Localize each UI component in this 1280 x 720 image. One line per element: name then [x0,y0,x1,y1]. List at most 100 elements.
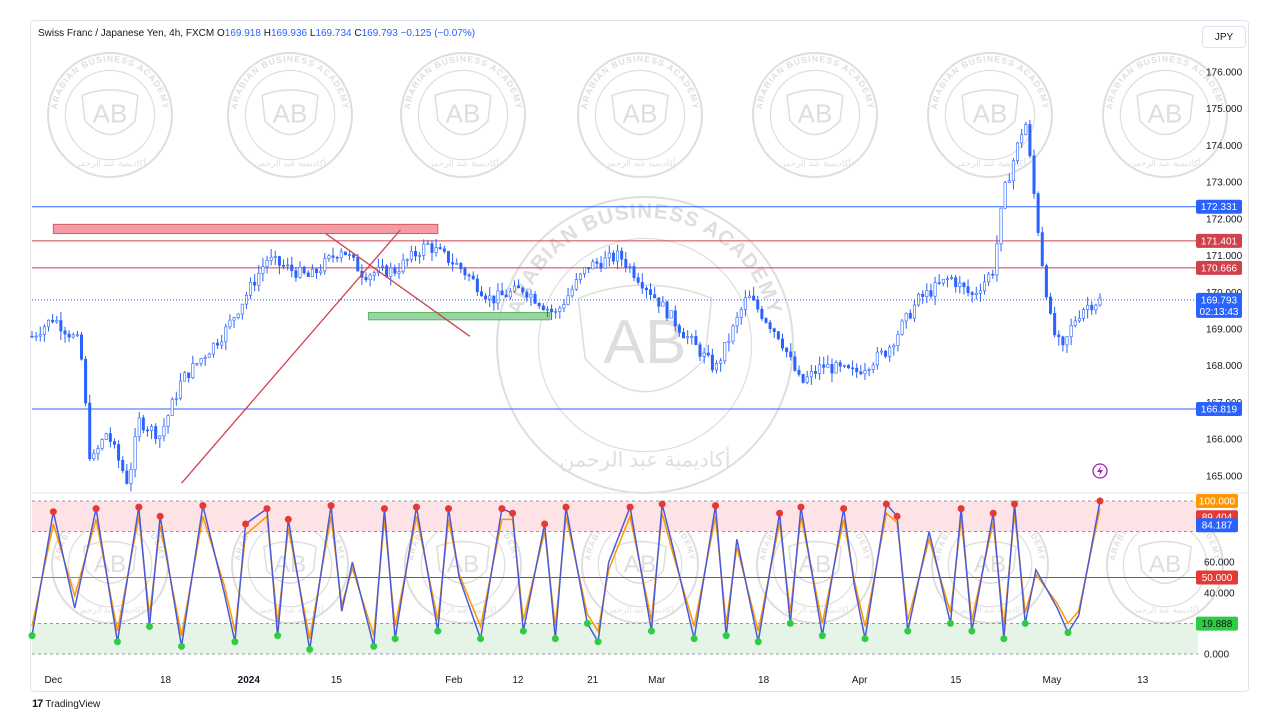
candle-body [104,433,108,440]
candle-body [302,266,306,274]
overbought-marker [562,503,570,511]
overbought-marker [541,520,549,528]
candle-body [789,351,793,358]
candle-body [203,357,207,359]
brand-name: TradingView [45,698,101,710]
trendline[interactable] [325,233,471,337]
candle-body [306,272,310,277]
footer-brand[interactable]: 17 TradingView [32,698,100,710]
lightning-icon[interactable] [1092,463,1108,479]
seal-arabic-text: أكاديمية عبد الرحمن [954,156,1026,169]
oversold-marker [722,632,730,640]
oversold-marker [551,635,559,643]
candle-body [867,369,871,371]
seal-outer-ring [1102,52,1228,178]
support-zone[interactable] [367,311,551,321]
seal-arabic-text: أكاديمية عبد الرحمن [256,604,323,615]
candle-body [616,250,620,262]
seal-arabic-text: أكاديمية عبد الرحمن [1129,156,1201,169]
seal-arabic-text: أكاديمية عبد الرحمن [429,604,496,615]
oversold-marker [754,638,762,646]
shield-icon [963,540,1017,585]
currency-button[interactable]: JPY [1202,26,1246,48]
candle-body [479,291,483,297]
candle-body [603,257,607,269]
candle-body [352,254,356,258]
stoch-level-label: 100.000 [1199,497,1236,508]
candle-body [715,362,719,371]
price-tick-label: 166.000 [1206,435,1243,446]
candle-body [822,364,826,368]
high-value: 169.936 [270,28,308,39]
level-price-tag [1196,233,1242,248]
candle-body [921,293,925,297]
time-tick-label: 12 [512,675,524,686]
shield-icon [263,540,317,585]
seal-arabic-text: أكاديمية عبد الرحمن [604,156,676,169]
candle-body [129,469,133,484]
close-label: C [354,28,362,39]
candle-body [735,316,739,327]
candle-body [389,267,393,277]
candle-body [900,320,904,335]
overbought-marker [327,502,335,510]
oversold-marker [690,635,698,643]
candle-body [529,294,533,298]
shield-icon [613,540,667,585]
candle-body [632,266,636,278]
overbought-marker [957,505,965,513]
candle-body [253,281,257,286]
candle-body [776,331,780,340]
seal-initials: AB [447,551,480,578]
stoch-level-tag [1196,518,1238,533]
main-price-pane[interactable] [30,119,1198,492]
candle-body [653,294,657,298]
candle-body [673,310,677,327]
level-price-tag [1196,199,1242,214]
countdown-label: 02:13:43 [1200,307,1239,318]
candle-body [488,295,492,300]
price-tick-label: 174.000 [1206,141,1243,152]
candle-body [220,341,224,346]
low-value: 169.734 [315,28,352,39]
trendline[interactable] [181,229,401,484]
candle-body [236,313,240,318]
candle-body [780,338,784,349]
seal-inner-ring [537,237,753,453]
stochastic-pane[interactable] [28,497,1199,655]
seal-arabic-text: أكاديمية عبد الرحمن [956,604,1023,615]
candle-body [512,285,516,292]
candle-body [100,439,104,449]
candle-body [719,360,723,364]
resistance-zone[interactable] [52,223,439,235]
seal-outer-ring [227,52,353,178]
candle-body [34,335,38,338]
time-tick-label: 2024 [238,675,261,686]
candle-body [1032,155,1036,194]
candle-body [508,291,512,298]
level-price-tag [1196,402,1242,417]
candle-body [327,255,331,259]
candle-body [475,278,479,293]
candles[interactable] [30,119,1102,492]
candle-body [405,259,409,261]
oversold-marker [786,619,794,627]
candle-body [422,243,426,256]
candle-body [500,290,504,296]
candle-body [463,268,467,276]
overbought-marker [199,502,207,510]
price-tick-label: 169.000 [1206,324,1243,335]
candle-body [84,358,88,404]
overbought-marker [1011,500,1019,508]
symbol-legend: Swiss Franc / Japanese Yen, 4h, FXCM O16… [38,28,475,39]
candle-body [496,290,500,304]
candle-body [183,372,187,382]
candle-body [764,318,768,323]
oversold-marker [178,642,186,650]
shield-icon [577,284,713,393]
candle-body [723,342,727,362]
candle-body [587,267,591,270]
candle-body [170,399,174,416]
stoch-level-label: 50.000 [1202,573,1233,584]
